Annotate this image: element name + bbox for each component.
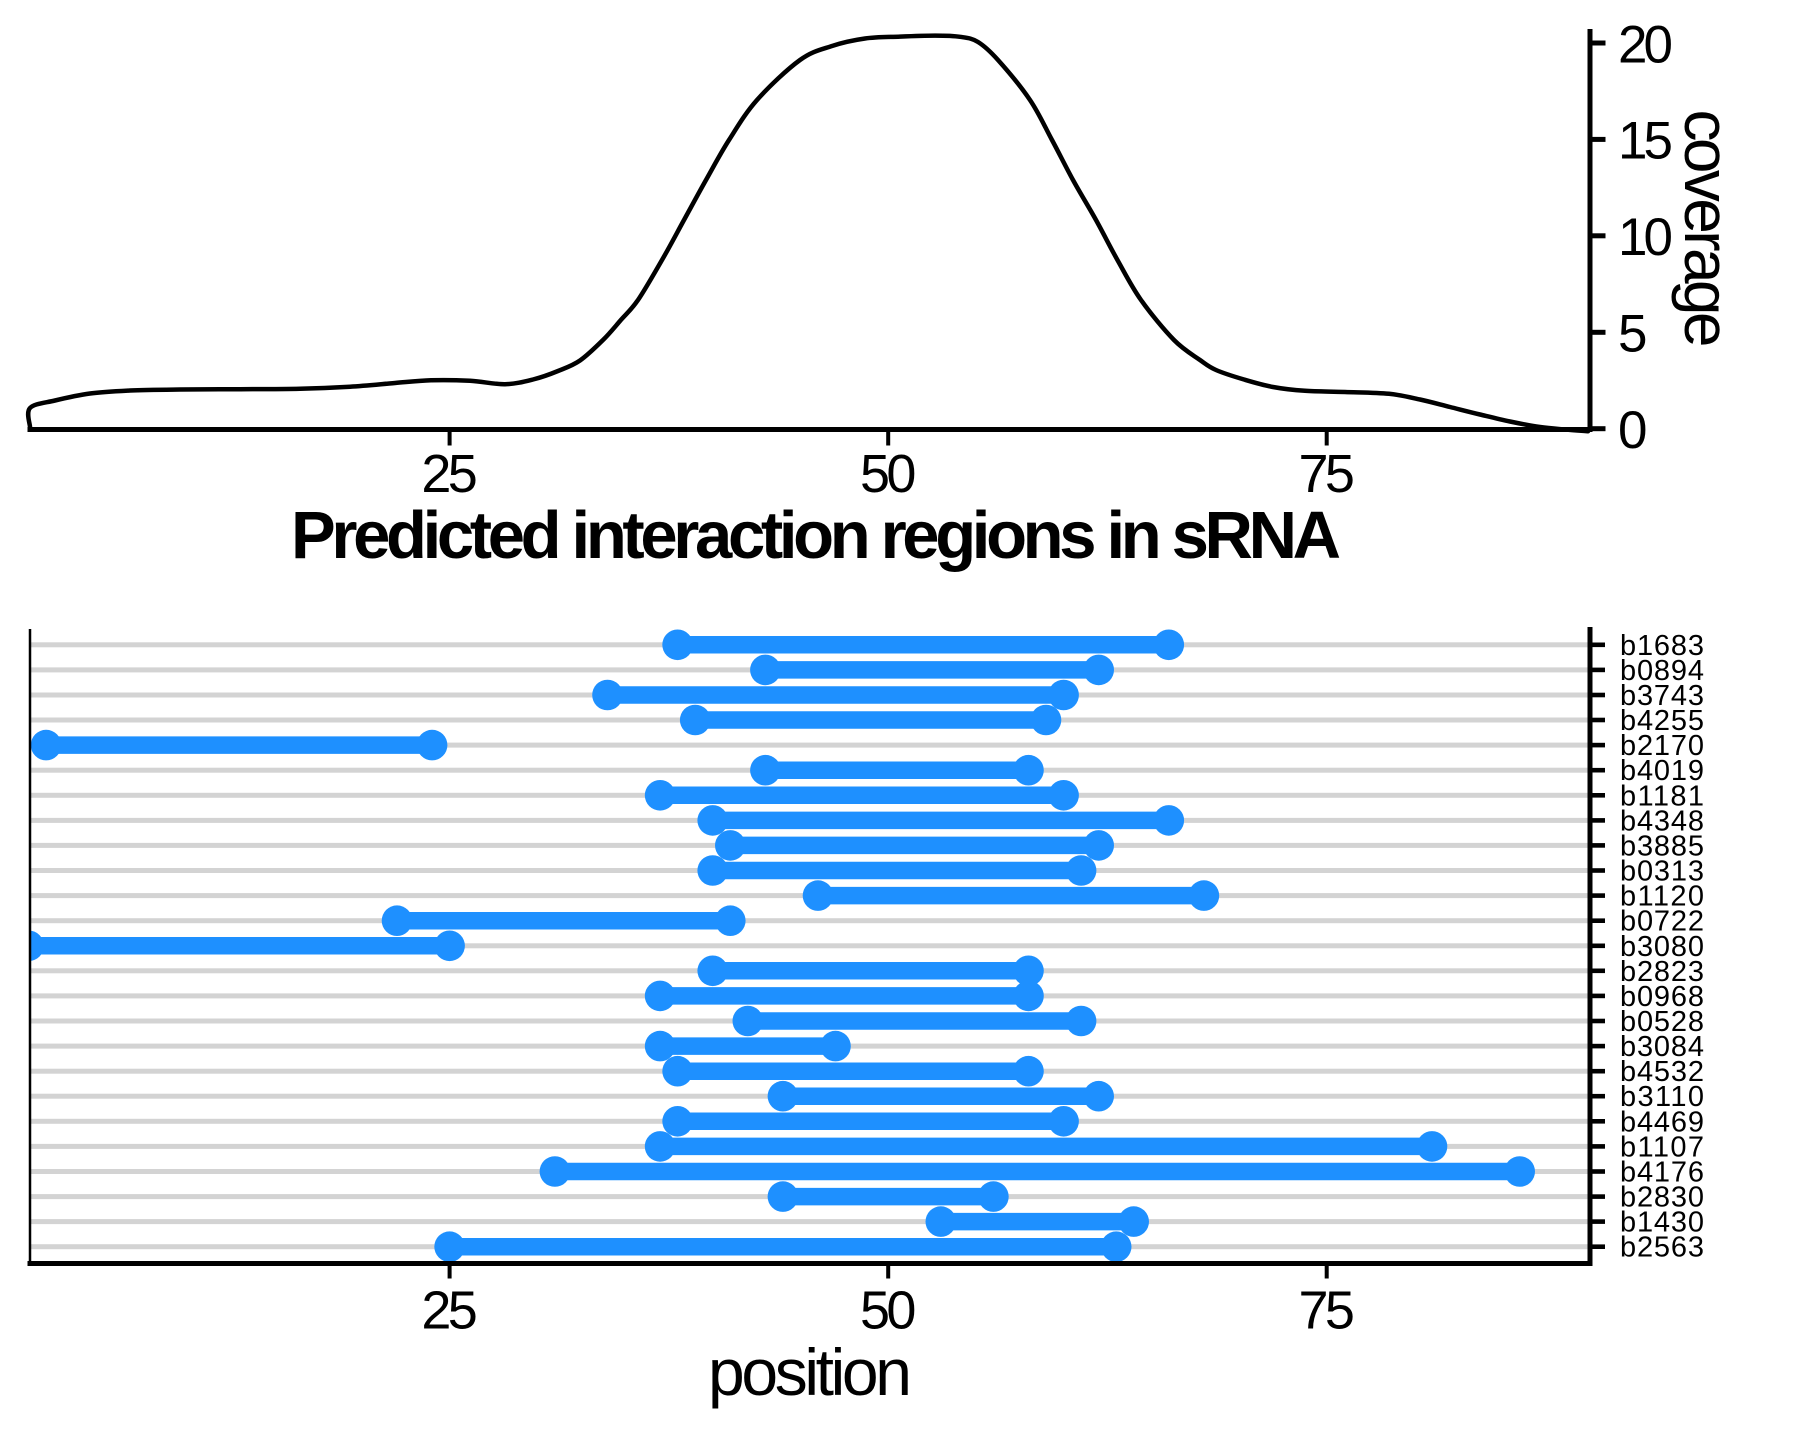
svg-text:b4255: b4255 <box>1620 705 1704 737</box>
svg-text:15: 15 <box>1618 112 1673 171</box>
svg-text:Predicted interaction regions: Predicted interaction regions in sRNA <box>291 498 1341 573</box>
svg-text:b1430: b1430 <box>1620 1207 1704 1239</box>
svg-text:75: 75 <box>1298 1281 1355 1341</box>
svg-text:b3084: b3084 <box>1620 1031 1704 1063</box>
svg-text:b2563: b2563 <box>1620 1232 1704 1264</box>
svg-text:b2830: b2830 <box>1620 1182 1704 1214</box>
svg-text:75: 75 <box>1298 444 1355 504</box>
svg-text:10: 10 <box>1618 208 1673 267</box>
svg-text:25: 25 <box>421 1281 478 1341</box>
svg-text:b3080: b3080 <box>1620 931 1704 963</box>
svg-text:50: 50 <box>860 444 917 504</box>
svg-text:20: 20 <box>1618 15 1673 74</box>
svg-text:b0313: b0313 <box>1620 856 1704 888</box>
svg-text:0: 0 <box>1618 401 1647 460</box>
svg-text:5: 5 <box>1618 305 1647 364</box>
svg-text:b0528: b0528 <box>1620 1006 1704 1038</box>
svg-text:b2823: b2823 <box>1620 956 1704 988</box>
svg-text:b4532: b4532 <box>1620 1056 1704 1088</box>
svg-text:coverage: coverage <box>1671 110 1743 348</box>
svg-text:b1120: b1120 <box>1620 881 1704 913</box>
svg-text:25: 25 <box>421 444 478 504</box>
svg-text:b0968: b0968 <box>1620 981 1704 1013</box>
svg-text:b3885: b3885 <box>1620 830 1704 862</box>
svg-text:b0722: b0722 <box>1620 906 1704 938</box>
svg-text:b2170: b2170 <box>1620 730 1704 762</box>
svg-text:b1181: b1181 <box>1620 780 1704 812</box>
svg-text:b4469: b4469 <box>1620 1106 1704 1138</box>
svg-text:b0894: b0894 <box>1620 655 1704 687</box>
svg-text:b3110: b3110 <box>1620 1081 1704 1113</box>
svg-text:b4019: b4019 <box>1620 755 1704 787</box>
svg-text:b4176: b4176 <box>1620 1157 1704 1189</box>
svg-text:b3743: b3743 <box>1620 680 1704 712</box>
svg-text:b1683: b1683 <box>1620 630 1704 662</box>
svg-text:b4348: b4348 <box>1620 805 1704 837</box>
svg-text:position: position <box>708 1335 912 1409</box>
svg-text:b1107: b1107 <box>1620 1131 1704 1163</box>
svg-text:50: 50 <box>860 1281 917 1341</box>
